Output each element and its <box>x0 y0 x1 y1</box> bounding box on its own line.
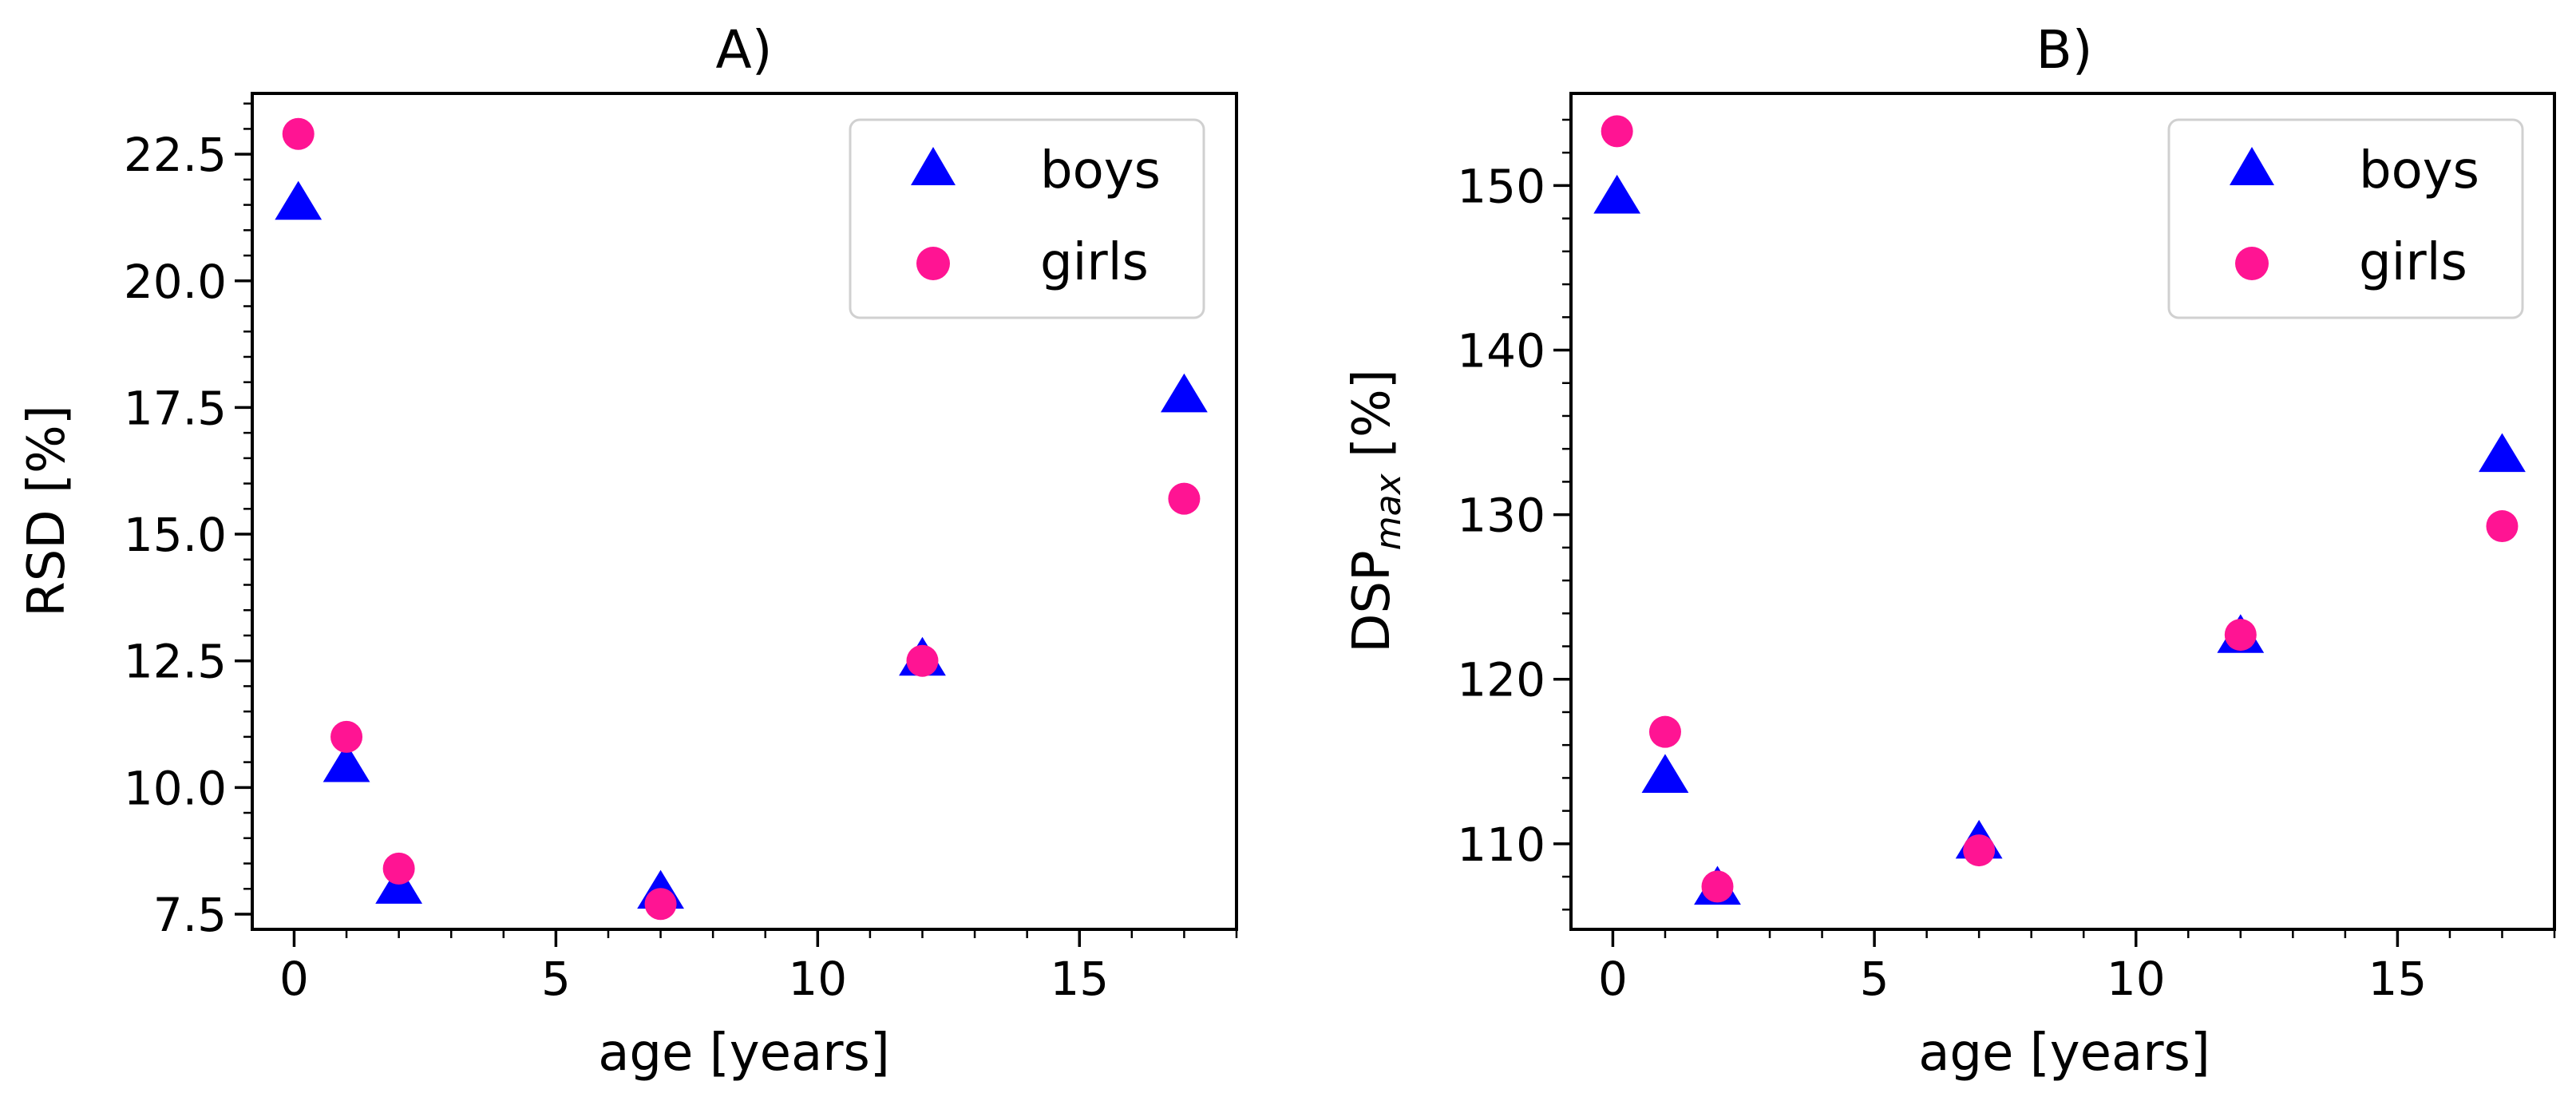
legend-label-girls: girls <box>2359 233 2467 292</box>
legend-marker-boys <box>2230 147 2274 185</box>
x-tick-label: 0 <box>1598 952 1628 1006</box>
data-point-boys <box>275 180 322 220</box>
y-tick-label: 130 <box>1457 489 1545 543</box>
x-tick-label: 0 <box>279 952 309 1006</box>
legend-label-boys: boys <box>1040 141 1161 200</box>
legend-marker-boys <box>911 147 956 185</box>
plot-frame <box>251 92 1238 931</box>
data-point-girls <box>2224 619 2257 651</box>
x-axis: 0 5 10 15 <box>1598 929 2556 1006</box>
legend-marker-girls <box>916 247 950 280</box>
legend-label-boys: boys <box>2359 141 2479 200</box>
legend: boys girls <box>2167 118 2524 319</box>
legend-label-girls: girls <box>1040 233 1149 292</box>
y-tick-label: 17.5 <box>124 381 227 435</box>
y-tick-label: 120 <box>1457 653 1545 707</box>
x-axis-label: age [years] <box>598 1024 890 1083</box>
data-points <box>275 117 1208 921</box>
chart-title: B) <box>2036 19 2092 81</box>
y-axis-label: RSD [%] <box>18 405 77 616</box>
data-point-girls <box>644 888 677 921</box>
data-point-boys <box>1161 373 1208 413</box>
y-axis-label-unit: [%] <box>1343 369 1402 473</box>
y-tick-label: 15.0 <box>124 508 227 562</box>
y-axis-label: DSPmax [%] <box>1343 369 1409 652</box>
legend: boys girls <box>849 118 1205 319</box>
x-tick-label: 10 <box>788 952 847 1006</box>
y-tick-label: 7.5 <box>153 888 227 942</box>
legend-marker-girls <box>2235 247 2269 280</box>
plot-frame <box>1569 92 2556 931</box>
x-tick-label: 15 <box>2368 952 2427 1006</box>
data-point-girls <box>906 644 939 677</box>
y-axis: 7.5 10.0 12.5 15.0 17.5 20.0 22.5 <box>124 102 252 942</box>
data-point-boys <box>2479 433 2526 473</box>
chart-panel-a: A) 0 5 10 15 7.5 10.0 12.5 15.0 17.5 20.0 22.5 ag… <box>18 19 1238 1083</box>
y-tick-label: 10.0 <box>124 761 227 815</box>
chart-panel-b: B) 0 5 10 15 110 120 130 140 150 age [years] DS… <box>1343 19 2556 1083</box>
y-tick-label: 150 <box>1457 159 1545 213</box>
y-tick-label: 110 <box>1457 818 1545 872</box>
y-axis: 110 120 130 140 150 <box>1457 118 1571 911</box>
data-point-boys <box>322 743 370 782</box>
data-point-girls <box>282 117 315 150</box>
y-tick-label: 22.5 <box>124 128 227 182</box>
data-point-girls <box>382 852 415 885</box>
x-tick-label: 5 <box>541 952 571 1006</box>
chart-title: A) <box>716 19 773 81</box>
y-axis-label-main: DSP <box>1343 550 1402 653</box>
data-point-boys <box>1593 174 1641 214</box>
data-point-boys <box>1641 754 1689 793</box>
x-tick-label: 15 <box>1050 952 1109 1006</box>
data-point-girls <box>1601 115 1633 148</box>
y-tick-label: 12.5 <box>124 635 227 689</box>
data-point-girls <box>1701 870 1734 903</box>
x-axis: 0 5 10 15 <box>279 929 1238 1006</box>
x-tick-label: 5 <box>1860 952 1889 1006</box>
y-axis-label-subscript: max <box>1368 473 1409 550</box>
data-point-girls <box>2486 510 2519 543</box>
x-tick-label: 10 <box>2107 952 2166 1006</box>
data-point-girls <box>1648 715 1681 748</box>
data-point-girls <box>330 720 363 753</box>
x-axis-label: age [years] <box>1918 1024 2210 1083</box>
data-point-girls <box>1168 482 1201 515</box>
data-points <box>1593 115 2526 905</box>
y-tick-label: 20.0 <box>124 255 227 309</box>
y-tick-label: 140 <box>1457 324 1545 378</box>
data-point-girls <box>1963 834 1996 867</box>
